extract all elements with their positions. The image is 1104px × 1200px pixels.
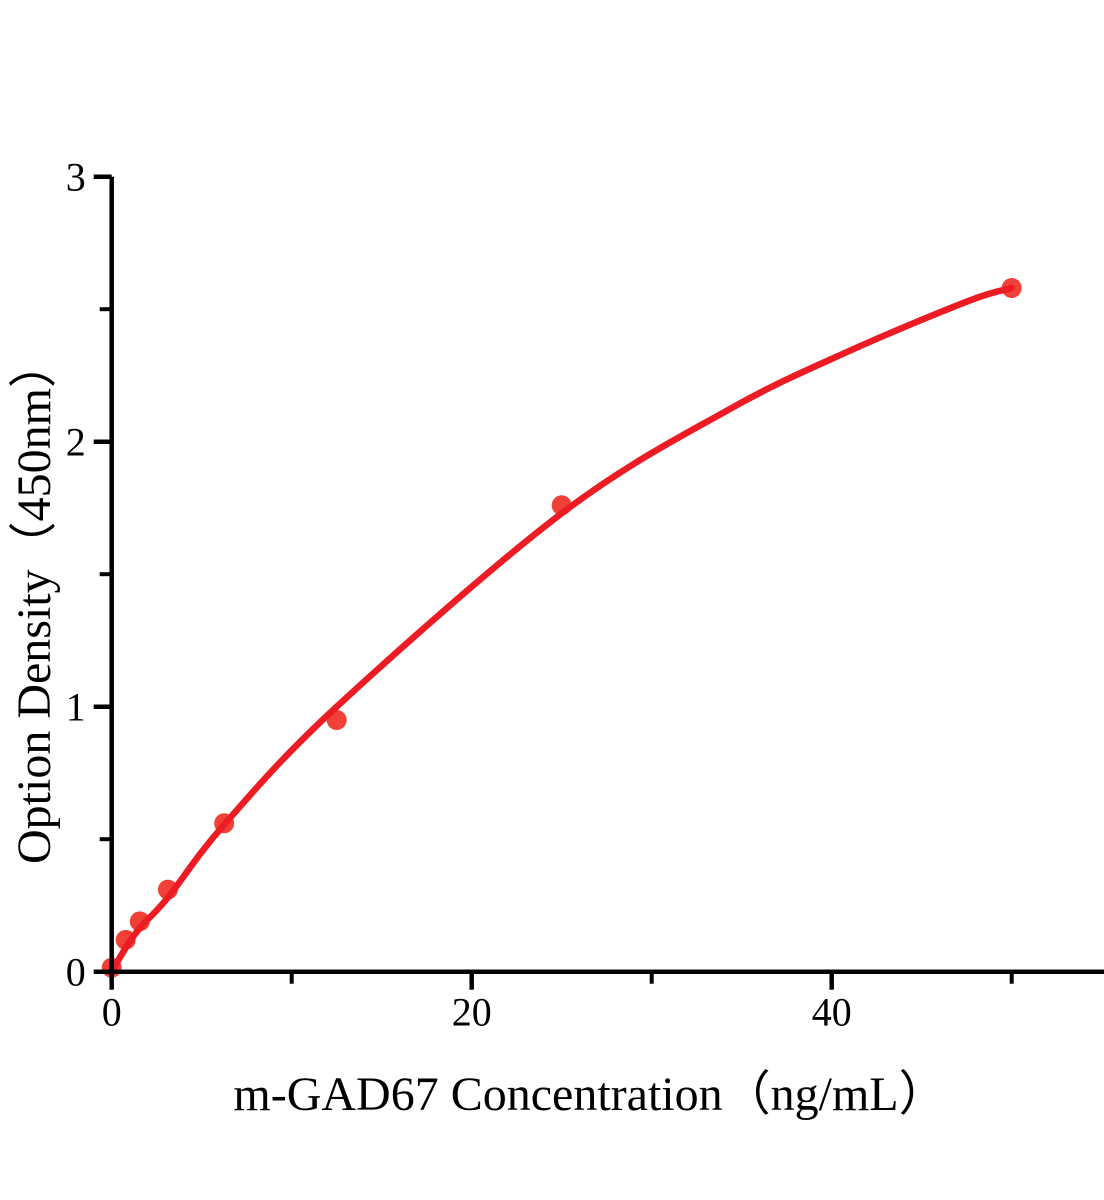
y-tick-label-1: 1: [66, 685, 86, 730]
axes-layer: [93, 174, 1104, 990]
axes-line: [109, 176, 1104, 974]
y-tick-label-0: 0: [66, 950, 86, 995]
y-axis-title: Option Density（450nm）: [8, 340, 61, 864]
series-layer: [101, 278, 1022, 978]
fit-curve: [108, 284, 1015, 975]
x-tick-label-40: 40: [812, 990, 852, 1035]
x-tick-label-20: 20: [452, 990, 492, 1035]
tick-labels-layer: 0 20 40 0 1 2 3: [66, 155, 852, 1035]
y-tick-label-3: 3: [66, 155, 86, 200]
y-tick-label-2: 2: [66, 420, 86, 465]
x-axis-title: m-GAD67 Concentration（ng/mL）: [233, 1068, 946, 1121]
x-tick-label-0: 0: [102, 990, 122, 1035]
